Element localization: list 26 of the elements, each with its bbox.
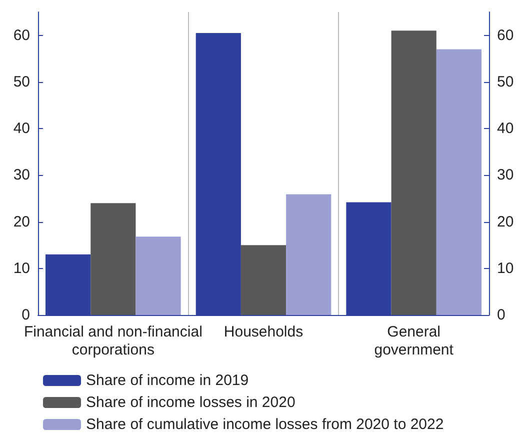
y-tick-label: 50 — [13, 73, 30, 90]
y2-tick-label: 10 — [497, 260, 514, 277]
bar — [90, 203, 136, 315]
legend-label: Share of cumulative income losses from 2020 to 2022 — [86, 416, 444, 433]
bar — [136, 236, 181, 315]
y2-tick-label: 0 — [497, 306, 506, 324]
y-tick-label: 60 — [13, 26, 30, 44]
legend-label: Share of income in 2019 — [86, 372, 249, 389]
bar — [436, 49, 482, 315]
x-tick-label: Households — [224, 324, 304, 340]
bar — [391, 30, 436, 315]
bar — [286, 194, 332, 315]
y-tick-label: 0 — [22, 306, 30, 324]
y-tick-label: 10 — [13, 260, 30, 277]
y-tick-label: 20 — [13, 213, 30, 230]
y2-tick-label: 20 — [497, 213, 514, 230]
y2-tick-label: 40 — [497, 120, 514, 138]
y2-tick-label: 30 — [497, 166, 514, 184]
x-tick-label: Financial and non-financial corporations — [24, 324, 202, 358]
y2-tick-label: 60 — [497, 26, 514, 44]
bar — [240, 245, 286, 315]
y-tick-label: 30 — [13, 166, 30, 184]
y-tick-label: 40 — [13, 120, 30, 138]
x-tick-label: General government — [374, 324, 454, 358]
y2-tick-label: 50 — [497, 73, 514, 90]
legend-label: Share of income losses in 2020 — [86, 394, 296, 411]
